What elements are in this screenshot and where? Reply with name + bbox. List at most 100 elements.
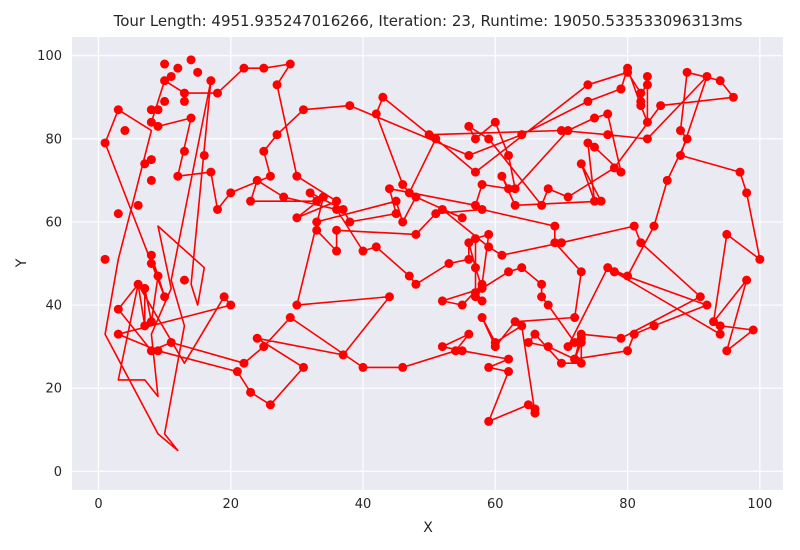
city-point [702, 71, 712, 81]
city-point [504, 184, 514, 194]
city-point [623, 346, 633, 356]
city-point [629, 329, 639, 339]
city-point [616, 84, 626, 94]
city-point [477, 279, 487, 289]
city-point [292, 213, 302, 223]
city-point [464, 238, 474, 248]
city-point [411, 192, 421, 202]
city-point [199, 150, 209, 160]
city-point [470, 200, 480, 210]
city-point [404, 188, 414, 198]
city-point [656, 101, 666, 111]
city-point [477, 204, 487, 214]
city-point [259, 342, 269, 352]
city-point [358, 362, 368, 372]
city-point [497, 250, 507, 260]
city-point [312, 196, 322, 206]
city-point [715, 321, 725, 331]
city-point [345, 101, 355, 111]
city-point [120, 126, 130, 136]
city-point [504, 354, 514, 364]
city-point [437, 342, 447, 352]
city-point [623, 271, 633, 281]
city-point [510, 184, 520, 194]
city-point [206, 167, 216, 177]
city-point [332, 196, 342, 206]
city-point [166, 71, 176, 81]
city-point [517, 130, 527, 140]
city-markers [100, 55, 765, 426]
city-point [146, 259, 156, 268]
city-point [603, 263, 613, 273]
city-point [292, 300, 302, 310]
city-point [285, 59, 295, 69]
city-point [748, 325, 758, 335]
x-tick-label: 0 [94, 497, 102, 512]
city-point [153, 271, 163, 281]
city-point [722, 346, 732, 356]
city-point [279, 192, 289, 202]
y-tick-label: 20 [45, 382, 62, 397]
city-point [457, 300, 467, 310]
city-point [642, 117, 652, 127]
city-point [140, 283, 150, 293]
city-point [510, 200, 520, 210]
city-point [146, 175, 156, 185]
city-point [563, 192, 573, 202]
city-point [153, 105, 163, 115]
city-point [576, 358, 586, 368]
city-point [556, 358, 566, 368]
y-tick-labels: 0 20 40 60 80 100 [37, 49, 62, 480]
city-point [160, 59, 170, 69]
city-point [517, 263, 527, 273]
city-point [550, 238, 560, 248]
city-point [590, 113, 600, 123]
x-tick-label: 60 [487, 497, 504, 512]
city-point [728, 92, 738, 102]
city-point [259, 146, 269, 156]
x-tick-label: 100 [747, 497, 772, 512]
city-point [682, 134, 692, 144]
city-point [398, 180, 408, 190]
city-point [272, 80, 282, 90]
city-point [239, 358, 249, 368]
city-point [312, 225, 322, 235]
city-point [576, 337, 586, 347]
city-point [431, 209, 441, 219]
city-point [113, 329, 123, 339]
city-point [451, 346, 461, 356]
city-point [642, 134, 652, 144]
city-point [583, 80, 593, 90]
city-point [371, 109, 381, 119]
city-point [246, 196, 256, 206]
city-point [464, 254, 474, 264]
city-point [371, 242, 381, 252]
city-point [636, 96, 646, 106]
city-point [166, 337, 176, 347]
city-point [332, 225, 342, 235]
city-point [398, 217, 408, 227]
city-point [543, 300, 553, 310]
city-point [206, 76, 216, 86]
city-point [186, 55, 196, 65]
y-axis-label: Y [14, 258, 30, 268]
city-point [576, 267, 586, 277]
city-point [484, 362, 494, 372]
city-point [662, 175, 672, 185]
city-point [404, 271, 414, 281]
city-point [510, 317, 520, 327]
x-tick-labels: 0 20 40 60 80 100 [94, 497, 772, 512]
city-point [226, 300, 236, 310]
city-point [537, 292, 547, 302]
city-point [609, 163, 619, 173]
x-tick-label: 80 [619, 497, 636, 512]
city-point [537, 200, 547, 210]
city-point [623, 67, 633, 77]
city-point [265, 171, 275, 181]
city-point [160, 76, 170, 86]
city-point [735, 167, 745, 177]
city-point [722, 229, 732, 239]
city-point [444, 259, 454, 268]
city-point [146, 250, 156, 260]
city-point [160, 292, 170, 302]
